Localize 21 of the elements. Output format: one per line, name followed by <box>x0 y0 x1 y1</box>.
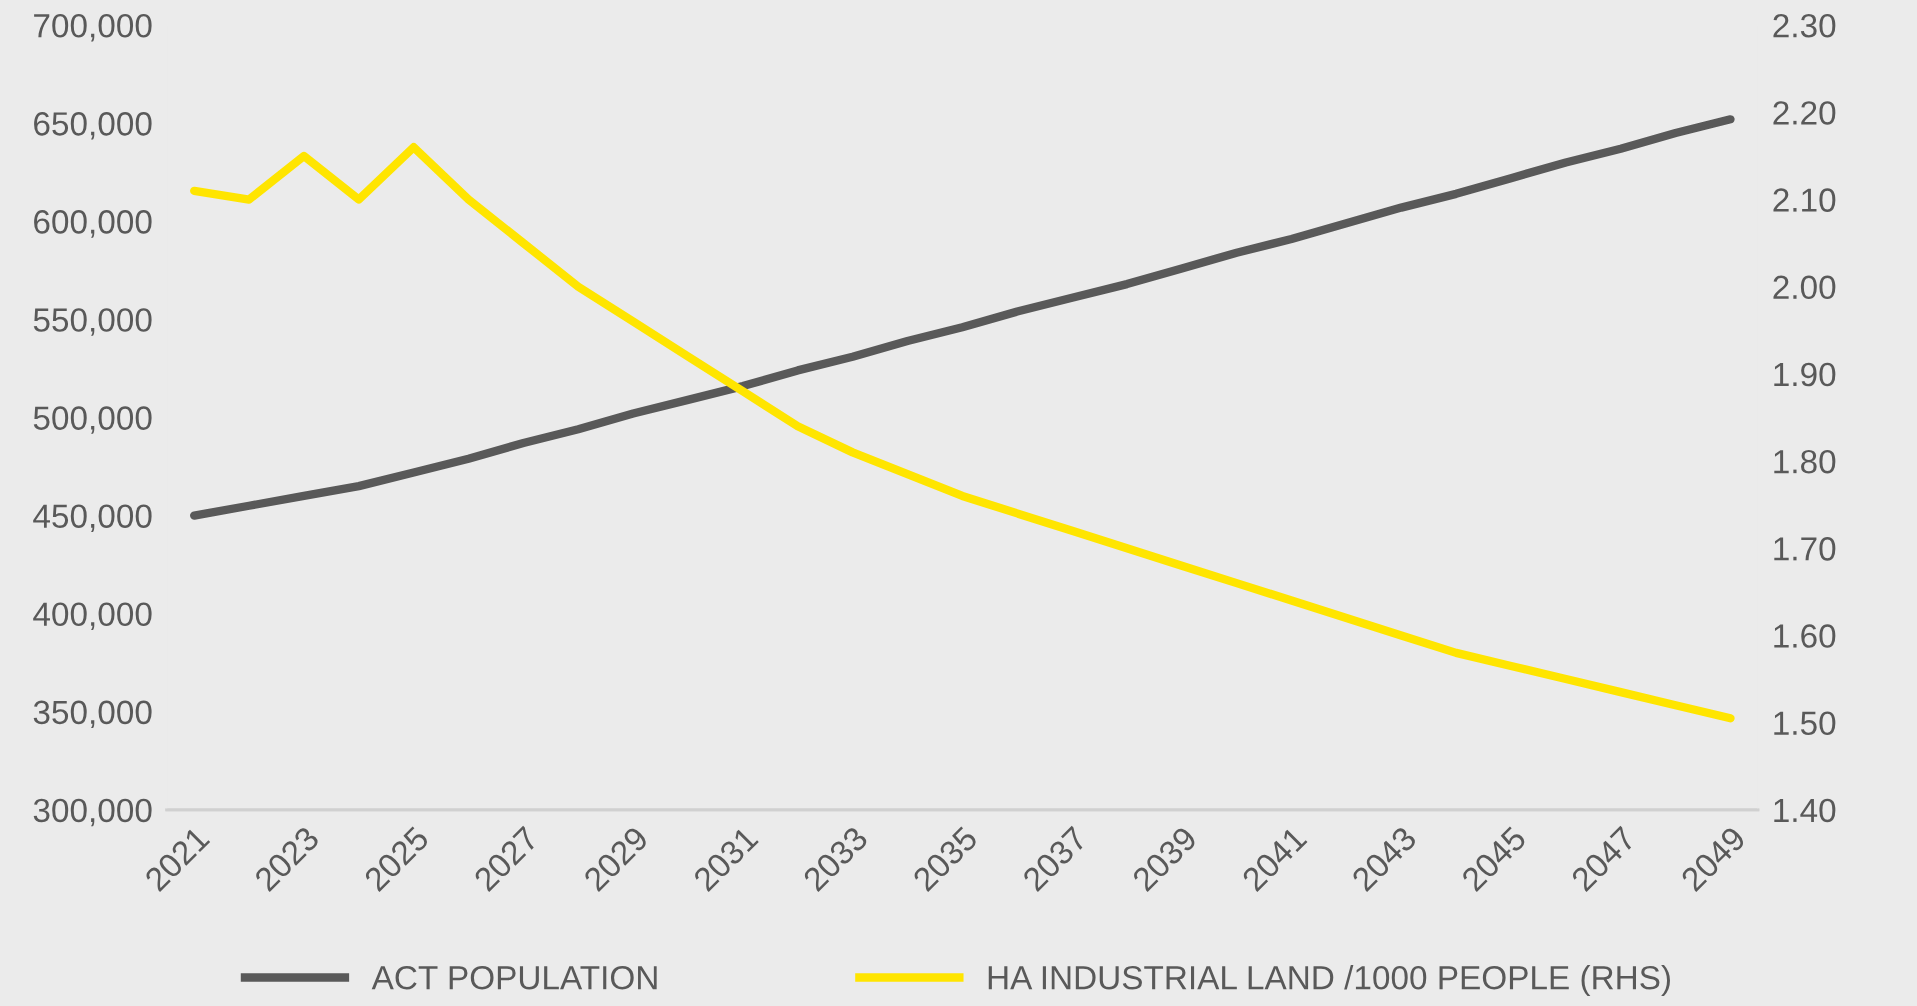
y2-tick-label: 1.80 <box>1774 449 1836 474</box>
legend-label: HA INDUSTRIAL LAND /1000 PEOPLE (RHS) <box>988 965 1670 997</box>
y-tick-label: 650,000 <box>34 112 152 140</box>
y-tick-label: 350,000 <box>33 700 152 729</box>
y2-tick-label: 1.40 <box>1774 798 1836 823</box>
y-tick-label: 500,000 <box>33 406 152 434</box>
y2-tick-label: 2.00 <box>1773 275 1836 300</box>
y-tick-label: 300,000 <box>33 798 152 827</box>
y2-tick-label: 2.10 <box>1773 188 1836 212</box>
y-tick-label: 400,000 <box>33 602 152 630</box>
y-tick-label: 450,000 <box>33 504 152 532</box>
y-tick-label: 600,000 <box>34 210 152 238</box>
y2-tick-label: 1.60 <box>1774 624 1836 648</box>
y-tick-label: 700,000 <box>34 13 152 42</box>
y-tick-label: 550,000 <box>33 308 152 336</box>
y2-tick-label: 2.30 <box>1773 13 1836 38</box>
legend-label: ACT POPULATION <box>371 965 657 990</box>
y2-tick-label: 1.70 <box>1774 537 1836 561</box>
y2-tick-label: 1.90 <box>1774 362 1836 387</box>
y2-tick-label: 1.50 <box>1774 711 1836 736</box>
y2-tick-label: 2.20 <box>1773 101 1836 125</box>
